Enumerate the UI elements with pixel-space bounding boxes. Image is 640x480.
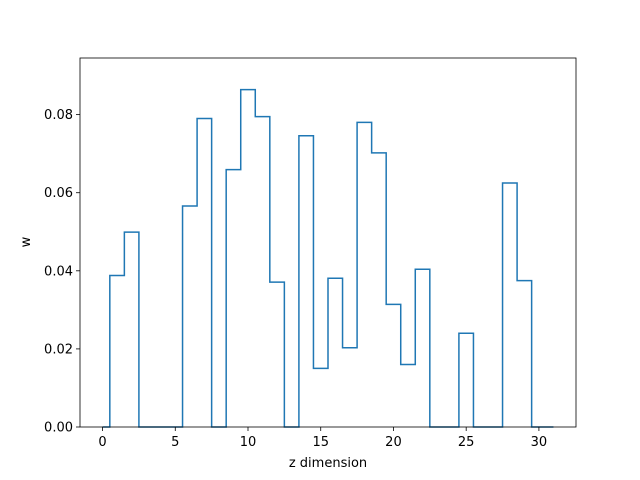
plot-area: [102, 88, 554, 428]
x-axis: 0 5 10 15 20 25 30: [98, 427, 547, 450]
x-axis-label: z dimension: [289, 456, 367, 471]
x-tick-label: 20: [385, 435, 402, 450]
y-tick-label: 0.02: [44, 342, 73, 357]
y-axis: 0.00 0.02 0.04 0.06 0.08: [44, 108, 80, 436]
x-tick-label: 25: [458, 435, 475, 450]
y-tick-label: 0.06: [44, 186, 73, 201]
x-tick-label: 5: [171, 435, 179, 450]
y-tick-label: 0.08: [44, 108, 73, 123]
y-axis-label: w: [19, 236, 34, 247]
x-tick-label: 15: [312, 435, 329, 450]
y-tick-label: 0.00: [44, 421, 73, 436]
plot-frame: [79, 57, 577, 428]
x-tick-label: 30: [531, 435, 548, 450]
series-step-line: [102, 88, 554, 428]
x-tick-label: 10: [240, 435, 257, 450]
x-tick-label: 0: [98, 435, 106, 450]
y-tick-label: 0.04: [44, 264, 73, 279]
